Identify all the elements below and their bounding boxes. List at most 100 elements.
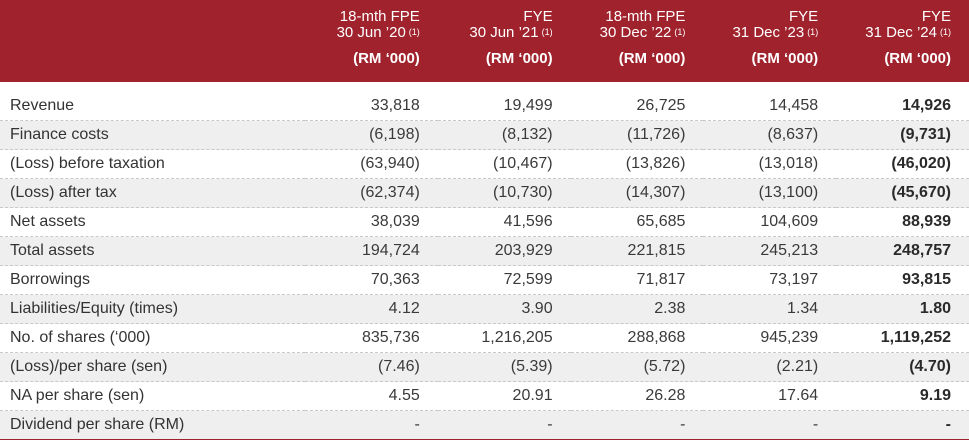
cell-value: 71,817	[570, 265, 704, 295]
table-row: (Loss) after tax (62,374) (10,730) (14,307)…	[0, 178, 969, 208]
cell-value: 245,213	[703, 236, 837, 266]
col-header-period-date: 30 Jun ’21 (1)	[437, 24, 571, 46]
cell-value: 1.34	[703, 294, 837, 324]
cell-value: (5.39)	[437, 352, 571, 382]
cell-value: 17.64	[703, 381, 837, 411]
cell-value: -	[570, 410, 704, 440]
table-row: Revenue 33,818 19,499 26,725 14,458 14,926	[0, 92, 969, 121]
cell-value: (7.46)	[305, 352, 438, 382]
cell-value: (13,018)	[703, 149, 837, 179]
cell-value: (8,637)	[703, 120, 837, 150]
table-body: Revenue 33,818 19,499 26,725 14,458 14,926 Fin…	[0, 92, 969, 440]
cell-value: (13,100)	[703, 178, 837, 208]
cell-value: (11,726)	[570, 120, 704, 150]
row-label: Net assets	[0, 207, 305, 237]
cell-value: 203,929	[437, 236, 571, 266]
cell-value: (4.70)	[836, 352, 969, 382]
cell-value: -	[437, 410, 571, 440]
cell-value: (63,940)	[305, 149, 438, 179]
row-label: Finance costs	[0, 120, 305, 150]
cell-value: 19,499	[437, 92, 571, 121]
cell-value: 33,818	[305, 92, 438, 121]
col-header-period-type: FYE	[836, 0, 969, 24]
table-header: 18-mth FPE FYE 18-mth FPE FYE FYE 30 Jun…	[0, 0, 969, 82]
col-header-unit: (RM ‘000)	[570, 46, 704, 82]
col-header-period-type: 18-mth FPE	[570, 0, 704, 24]
cell-value: 9.19	[836, 381, 969, 411]
col-header-unit: (RM ‘000)	[703, 46, 837, 82]
col-header-period-type: 18-mth FPE	[305, 0, 438, 24]
cell-value: 26.28	[570, 381, 704, 411]
cell-value: 20.91	[437, 381, 571, 411]
col-header-unit: (RM ‘000)	[836, 46, 969, 82]
table-row: Net assets 38,039 41,596 65,685 104,609 88,93…	[0, 207, 969, 237]
table-row: (Loss)/per share (sen) (7.46) (5.39) (5.72)…	[0, 352, 969, 382]
header-corner	[0, 0, 305, 24]
cell-value: 2.38	[570, 294, 704, 324]
cell-value: (45,670)	[836, 178, 969, 208]
cell-value: -	[836, 410, 969, 440]
col-header-unit: (RM ‘000)	[305, 46, 438, 82]
footnote-ref: (1)	[541, 27, 553, 37]
col-header-period-type: FYE	[437, 0, 571, 24]
cell-value: (9,731)	[836, 120, 969, 150]
row-label: (Loss) after tax	[0, 178, 305, 208]
cell-value: 41,596	[437, 207, 571, 237]
table-row: (Loss) before taxation (63,940) (10,467) (1…	[0, 149, 969, 179]
table-row: NA per share (sen) 4.55 20.91 26.28 17.64 9.1…	[0, 381, 969, 411]
cell-value: 194,724	[305, 236, 438, 266]
col-header-unit: (RM ‘000)	[437, 46, 571, 82]
cell-value: 38,039	[305, 207, 438, 237]
cell-value: (10,467)	[437, 149, 571, 179]
cell-value: 1.80	[836, 294, 969, 324]
cell-value: (13,826)	[570, 149, 704, 179]
row-label: Liabilities/Equity (times)	[0, 294, 305, 324]
cell-value: 4.55	[305, 381, 438, 411]
cell-value: (62,374)	[305, 178, 438, 208]
cell-value: 93,815	[836, 265, 969, 295]
cell-value: 70,363	[305, 265, 438, 295]
row-label: No. of shares (‘000)	[0, 323, 305, 353]
row-label: (Loss) before taxation	[0, 149, 305, 179]
table-row: No. of shares (‘000) 835,736 1,216,205 288,…	[0, 323, 969, 353]
row-label: Revenue	[0, 92, 305, 121]
cell-value: 221,815	[570, 236, 704, 266]
cell-value: (8,132)	[437, 120, 571, 150]
cell-value: 3.90	[437, 294, 571, 324]
cell-value: -	[305, 410, 438, 440]
cell-value: 88,939	[836, 207, 969, 237]
cell-value: 1,216,205	[437, 323, 571, 353]
col-header-period-date: 31 Dec ’24 (1)	[836, 24, 969, 46]
footnote-ref: (1)	[674, 27, 686, 37]
cell-value: (5.72)	[570, 352, 704, 382]
cell-value: 73,197	[703, 265, 837, 295]
cell-value: 288,868	[570, 323, 704, 353]
footnote-ref: (1)	[408, 27, 420, 37]
cell-value: 14,458	[703, 92, 837, 121]
table-row: Liabilities/Equity (times) 4.12 3.90 2.38 1.…	[0, 294, 969, 324]
cell-value: 248,757	[836, 236, 969, 266]
row-label: (Loss)/per share (sen)	[0, 352, 305, 382]
col-header-period-type: FYE	[703, 0, 837, 24]
cell-value: 65,685	[570, 207, 704, 237]
footnote-ref: (1)	[807, 27, 819, 37]
row-label: Total assets	[0, 236, 305, 266]
cell-value: 1,119,252	[836, 323, 969, 353]
cell-value: 945,239	[703, 323, 837, 353]
cell-value: 835,736	[305, 323, 438, 353]
footnote-ref: (1)	[940, 27, 951, 37]
col-header-period-date: 30 Dec ’22 (1)	[570, 24, 704, 46]
col-header-period-date: 31 Dec ’23 (1)	[703, 24, 837, 46]
cell-value: (10,730)	[437, 178, 571, 208]
cell-value: 14,926	[836, 92, 969, 121]
row-label: Dividend per share (RM)	[0, 410, 305, 440]
cell-value: (2.21)	[703, 352, 837, 382]
cell-value: 26,725	[570, 92, 704, 121]
table-row: Total assets 194,724 203,929 221,815 245,213…	[0, 236, 969, 266]
col-header-period-date: 30 Jun ’20 (1)	[305, 24, 438, 46]
row-label: Borrowings	[0, 265, 305, 295]
cell-value: -	[703, 410, 837, 440]
row-label: NA per share (sen)	[0, 381, 305, 411]
cell-value: 4.12	[305, 294, 438, 324]
